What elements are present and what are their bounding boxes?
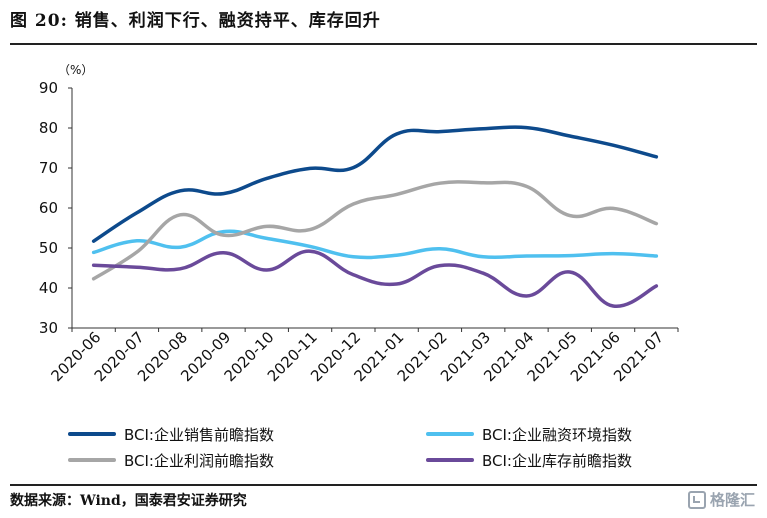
legend: BCI:企业销售前瞻指数 BCI:企业融资环境指数 BCI:企业利润前瞻指数 BCI:…: [68, 426, 632, 470]
axes: 304050607080902020-062020-072020-082020-…: [39, 79, 679, 385]
y-tick-label: 90: [39, 79, 58, 97]
figure-title: 图 20: 销售、利润下行、融资持平、库存回升: [10, 11, 381, 31]
bottom-rule: [10, 484, 757, 486]
legend-label-inventory: BCI:企业库存前瞻指数: [482, 452, 632, 470]
legend-label-profit: BCI:企业利润前瞻指数: [124, 452, 274, 470]
series-lines: [91, 125, 659, 308]
series-line-inventory: [91, 249, 659, 308]
series-line-sales: [91, 125, 659, 243]
y-tick-label: 80: [39, 119, 58, 137]
legend-label-financing: BCI:企业融资环境指数: [482, 426, 632, 444]
y-tick-label: 40: [39, 279, 58, 297]
series-line-financing: [91, 229, 659, 260]
y-unit-label: （%）: [58, 63, 93, 77]
watermark-text: 格隆汇: [709, 491, 755, 509]
series-line-profit: [91, 180, 659, 281]
watermark-logo-icon: [687, 490, 706, 509]
legend-label-sales: BCI:企业销售前瞻指数: [124, 426, 274, 444]
source-note: 数据来源：Wind，国泰君安证券研究: [10, 493, 247, 509]
watermark: 格隆汇: [687, 489, 755, 510]
line-chart: （%） 304050607080902020-062020-072020-082…: [39, 63, 679, 470]
y-tick-label: 70: [39, 159, 58, 177]
y-tick-label: 50: [39, 239, 58, 257]
y-tick-label: 30: [39, 319, 58, 337]
y-tick-label: 60: [39, 199, 58, 217]
top-rule: [10, 43, 757, 45]
